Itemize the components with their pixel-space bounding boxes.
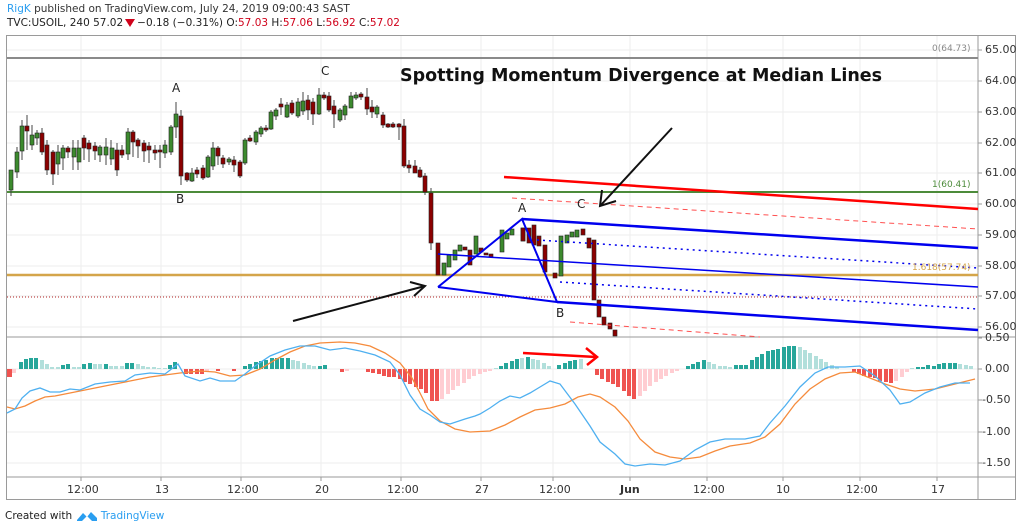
publish-text: published on TradingView.com, July 24, 2… [30,3,350,15]
candles [8,88,618,337]
time-tick: Jun [620,483,640,496]
price-tick: 60.00 [985,197,1017,210]
time-tick: 12:00 [387,483,419,496]
macd-tick: -1.50 [982,456,1011,469]
median-line [437,253,979,288]
open-value: 57.03 [238,17,269,29]
time-tick: 12:00 [693,483,725,496]
time-tick: 12:00 [67,483,99,496]
price-tick: 63.00 [985,105,1017,118]
macd-tick: 0.00 [985,362,1010,375]
time-tick: 12:00 [539,483,571,496]
lower-warning-dashed [569,321,761,338]
wave-label-a-left: A [172,81,181,95]
symbol-legend: TVC:USOIL, 240 57.02 −0.18 (−0.31%) O:57.… [7,17,400,29]
macd-tick: 0.50 [985,331,1010,344]
arrow-up-icon [292,285,426,322]
time-tick: 17 [931,483,945,496]
low-value: 56.92 [325,17,356,29]
price-tick: 62.00 [985,136,1017,149]
signal-line [6,341,976,460]
price-tick: 64.00 [985,74,1017,87]
macd-line [6,345,970,467]
annotation-title: Spotting Momentum Divergence at Median L… [400,66,883,86]
andrews-pitchfork [437,175,979,338]
price-tick: 56.00 [985,320,1017,333]
divergence-arrow-icon [522,347,599,366]
up-candles [8,94,580,277]
time-tick: 13 [155,483,169,496]
lower-parallel [556,300,979,332]
fib-label-1: 1(60.41) [932,180,971,190]
chart-frame[interactable] [6,35,1016,500]
upper-quarter-line [536,239,979,269]
wave-label-c-left: C [321,64,330,78]
price-tick: 58.00 [985,259,1017,272]
high-value: 57.06 [282,17,313,29]
lower-quarter-line [559,281,979,310]
fib-label-0: 0(64.73) [932,44,971,54]
down-candles [24,93,618,337]
upper-parallel [521,217,979,250]
close-value: 57.02 [369,17,400,29]
footer: Created with TradingView [5,510,165,522]
macd-tick: -1.00 [982,425,1011,438]
upper-warning-line [503,175,979,211]
time-tick: 12:00 [846,483,878,496]
upper-warning-dashed [511,197,979,230]
axis-ticks [80,49,982,481]
symbol-name[interactable]: TVC:USOIL, 240 [7,17,90,29]
last-price: 57.02 [93,17,124,29]
tradingview-link[interactable]: TradingView [100,510,165,522]
price-tick: 59.00 [985,228,1017,241]
price-tick: 65.00 [985,43,1017,56]
time-tick: 10 [776,483,790,496]
author-link[interactable]: RigK [7,3,31,15]
wave-label-a-right: A [518,201,527,215]
macd-tick: -0.50 [982,393,1011,406]
time-tick: 27 [475,483,489,496]
wave-label-b-right: B [556,306,565,320]
arrow-down-icon [599,127,673,207]
price-tick: 61.00 [985,166,1017,179]
down-arrow-icon [125,19,136,27]
publish-info: RigK published on TradingView.com, July … [7,3,350,15]
price-change: −0.18 (−0.31%) [137,17,224,29]
annotation-arrows [292,127,673,322]
tradingview-logo-icon [76,512,97,521]
wave-label-c-right: C [577,197,586,211]
fib-label-1618: 1.618(57.74) [912,263,971,273]
price-tick: 57.00 [985,289,1017,302]
time-tick: 12:00 [227,483,259,496]
wave-label-b-left: B [176,192,185,206]
time-tick: 20 [315,483,329,496]
